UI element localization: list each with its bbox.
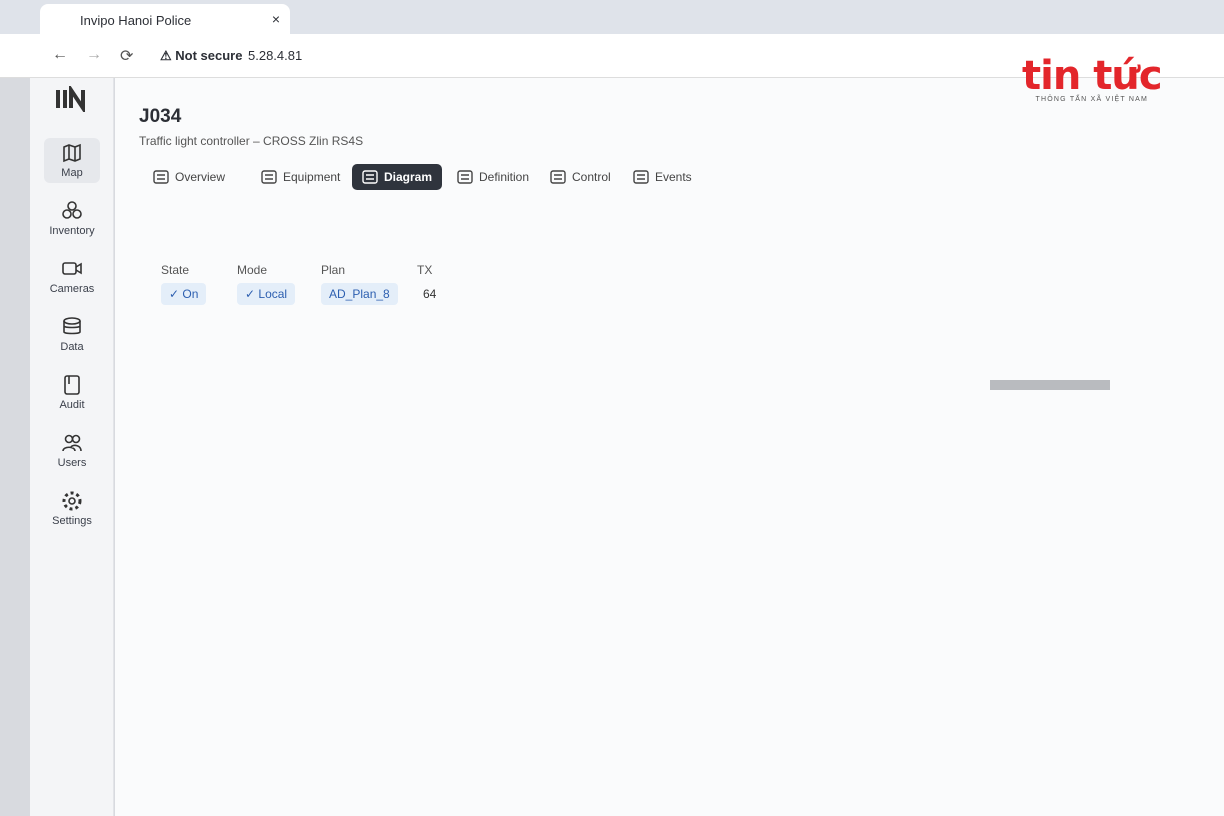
- status-field: TX 64: [417, 263, 442, 305]
- tab-label: Control: [572, 170, 611, 184]
- check-icon: ✓: [245, 287, 259, 301]
- watermark-title: tin tức: [1022, 53, 1163, 99]
- page-subtitle: Traffic light controller – CROSS Zlin RS…: [139, 134, 364, 148]
- sidebar-label: Users: [57, 457, 87, 469]
- tab-strip: Invipo Hanoi Police ×: [0, 0, 1224, 34]
- check-icon: ✓: [169, 287, 183, 301]
- back-button[interactable]: ←: [52, 46, 68, 63]
- security-text: Not secure: [175, 48, 243, 63]
- tab-label: Definition: [479, 170, 530, 184]
- sidebar: Map Inventory Cameras Data Audit Users Setting…: [30, 78, 114, 816]
- sidebar-icon: [63, 143, 81, 163]
- tab-close[interactable]: ×: [271, 11, 280, 27]
- sidebar-label: Data: [60, 341, 84, 353]
- tab[interactable]: Control: [540, 164, 621, 190]
- tab-icon: [457, 170, 473, 184]
- tab[interactable]: Definition: [447, 164, 539, 190]
- sidebar-icon: [63, 317, 81, 335]
- status-value-text: On: [182, 287, 199, 301]
- status-value: ✓ On: [161, 283, 207, 305]
- forward-button[interactable]: →: [86, 46, 102, 63]
- status-value-text: 64: [423, 287, 437, 301]
- tab[interactable]: Overview: [143, 164, 235, 190]
- status-value: 64: [417, 283, 442, 305]
- tab[interactable]: Equipment: [251, 164, 350, 190]
- sidebar-item[interactable]: Cameras: [30, 254, 114, 299]
- status-label: Mode: [237, 263, 268, 277]
- status-label: Plan: [321, 263, 346, 277]
- tab-label: Equipment: [283, 170, 341, 184]
- sidebar-label: Cameras: [49, 283, 95, 295]
- status-label: TX: [417, 263, 433, 277]
- status-value-text: Local: [258, 287, 288, 301]
- sidebar-icon: [62, 434, 82, 452]
- tab-title: Invipo Hanoi Police: [80, 13, 192, 28]
- sidebar-icon: [62, 262, 82, 275]
- status-field: Plan AD_Plan_8: [321, 263, 398, 305]
- tab-icon: [261, 170, 277, 184]
- status-field: Mode ✓ Local: [237, 263, 296, 305]
- watermark: tin tức THÔNG TẤN XÃ VIỆT NAM: [1022, 53, 1163, 103]
- status-field: State ✓ On: [161, 263, 207, 305]
- sidebar-icon: [62, 201, 82, 219]
- tab-icon: [153, 170, 169, 184]
- sidebar-icon: [64, 375, 80, 395]
- sidebar-item[interactable]: Settings: [30, 486, 114, 531]
- address-bar: ← → ⟳ ⚠ Not secure 5.28.4.81: [0, 34, 1224, 78]
- tab[interactable]: Events: [623, 164, 702, 190]
- tab-icon: [362, 170, 378, 184]
- tab-icon: [550, 170, 566, 184]
- sidebar-item[interactable]: Data: [30, 312, 114, 357]
- sidebar-label: Audit: [59, 399, 85, 411]
- tab-icon: [633, 170, 649, 184]
- sidebar-item[interactable]: Audit: [30, 370, 114, 415]
- browser-tab[interactable]: Invipo Hanoi Police ×: [40, 4, 290, 34]
- status-value: AD_Plan_8: [321, 283, 398, 305]
- signal-diagram: 12/9/2025 05:15:21 PM12/9/2025 05:16:36 …: [990, 380, 1110, 390]
- tab-label: Overview: [175, 170, 226, 184]
- status-label: State: [161, 263, 190, 277]
- sidebar-item[interactable]: Inventory: [30, 196, 114, 241]
- watermark-subtitle: THÔNG TẤN XÃ VIỆT NAM: [1035, 96, 1148, 103]
- tab-label: Diagram: [384, 170, 433, 184]
- sidebar-icon: [62, 491, 82, 511]
- tab-label: Events: [655, 170, 692, 184]
- status-value-text: AD_Plan_8: [329, 287, 390, 301]
- sidebar-label: Map: [61, 167, 83, 179]
- logo: [56, 86, 85, 112]
- url[interactable]: 5.28.4.81: [248, 48, 303, 63]
- sidebar-label: Inventory: [49, 225, 95, 237]
- tab[interactable]: Diagram: [352, 164, 443, 190]
- reload-button[interactable]: ⟳: [120, 48, 134, 65]
- page-title: J034: [139, 106, 182, 127]
- sidebar-item[interactable]: Users: [30, 428, 114, 473]
- main-panel: J034 Traffic light controller – CROSS Zl…: [115, 78, 1224, 816]
- sidebar-label: Settings: [52, 515, 92, 527]
- security-indicator[interactable]: ⚠ Not secure: [160, 48, 243, 63]
- scroll-indicator: [990, 380, 1110, 390]
- status-value: ✓ Local: [237, 283, 296, 305]
- sidebar-item[interactable]: Map: [44, 138, 100, 183]
